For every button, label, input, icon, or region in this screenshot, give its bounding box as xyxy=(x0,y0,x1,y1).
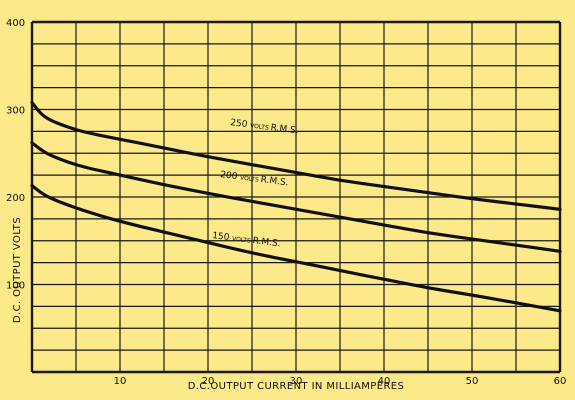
series-label-2: 150 VOLTS R.M.S. xyxy=(212,231,281,249)
y-axis-title: D.C. OUTPUT VOLTS xyxy=(12,217,23,323)
x-tick-label: 10 xyxy=(114,376,127,387)
x-tick-label: 40 xyxy=(378,376,391,387)
y-tick-label: 400 xyxy=(6,18,25,29)
series-label-0: 250 VOLTS R.M.S. xyxy=(230,118,299,136)
x-tick-label: 30 xyxy=(290,376,303,387)
y-tick-label: 200 xyxy=(6,193,25,204)
x-tick-label: 20 xyxy=(202,376,215,387)
series-labels: 250 VOLTS R.M.S. 200 VOLTS R.M.S. 150 VOLT… xyxy=(212,118,299,249)
series-label-1: 200 VOLTS R.M.S. xyxy=(220,170,289,188)
series-lines xyxy=(30,100,562,313)
x-axis-title: D.C.OUTPUT CURRENT IN MILLIAMPERES xyxy=(188,381,405,392)
x-tick-label: 50 xyxy=(466,376,479,387)
tick-labels: 10 20 30 40 50 60 400 300 200 100 xyxy=(6,18,566,387)
series-line-2 xyxy=(30,184,562,313)
series-line-0 xyxy=(30,100,562,211)
y-tick-label: 100 xyxy=(6,281,25,292)
series-line-1 xyxy=(30,141,562,253)
y-tick-label: 300 xyxy=(6,106,25,117)
x-tick-label: 60 xyxy=(554,376,567,387)
grid xyxy=(30,20,562,374)
